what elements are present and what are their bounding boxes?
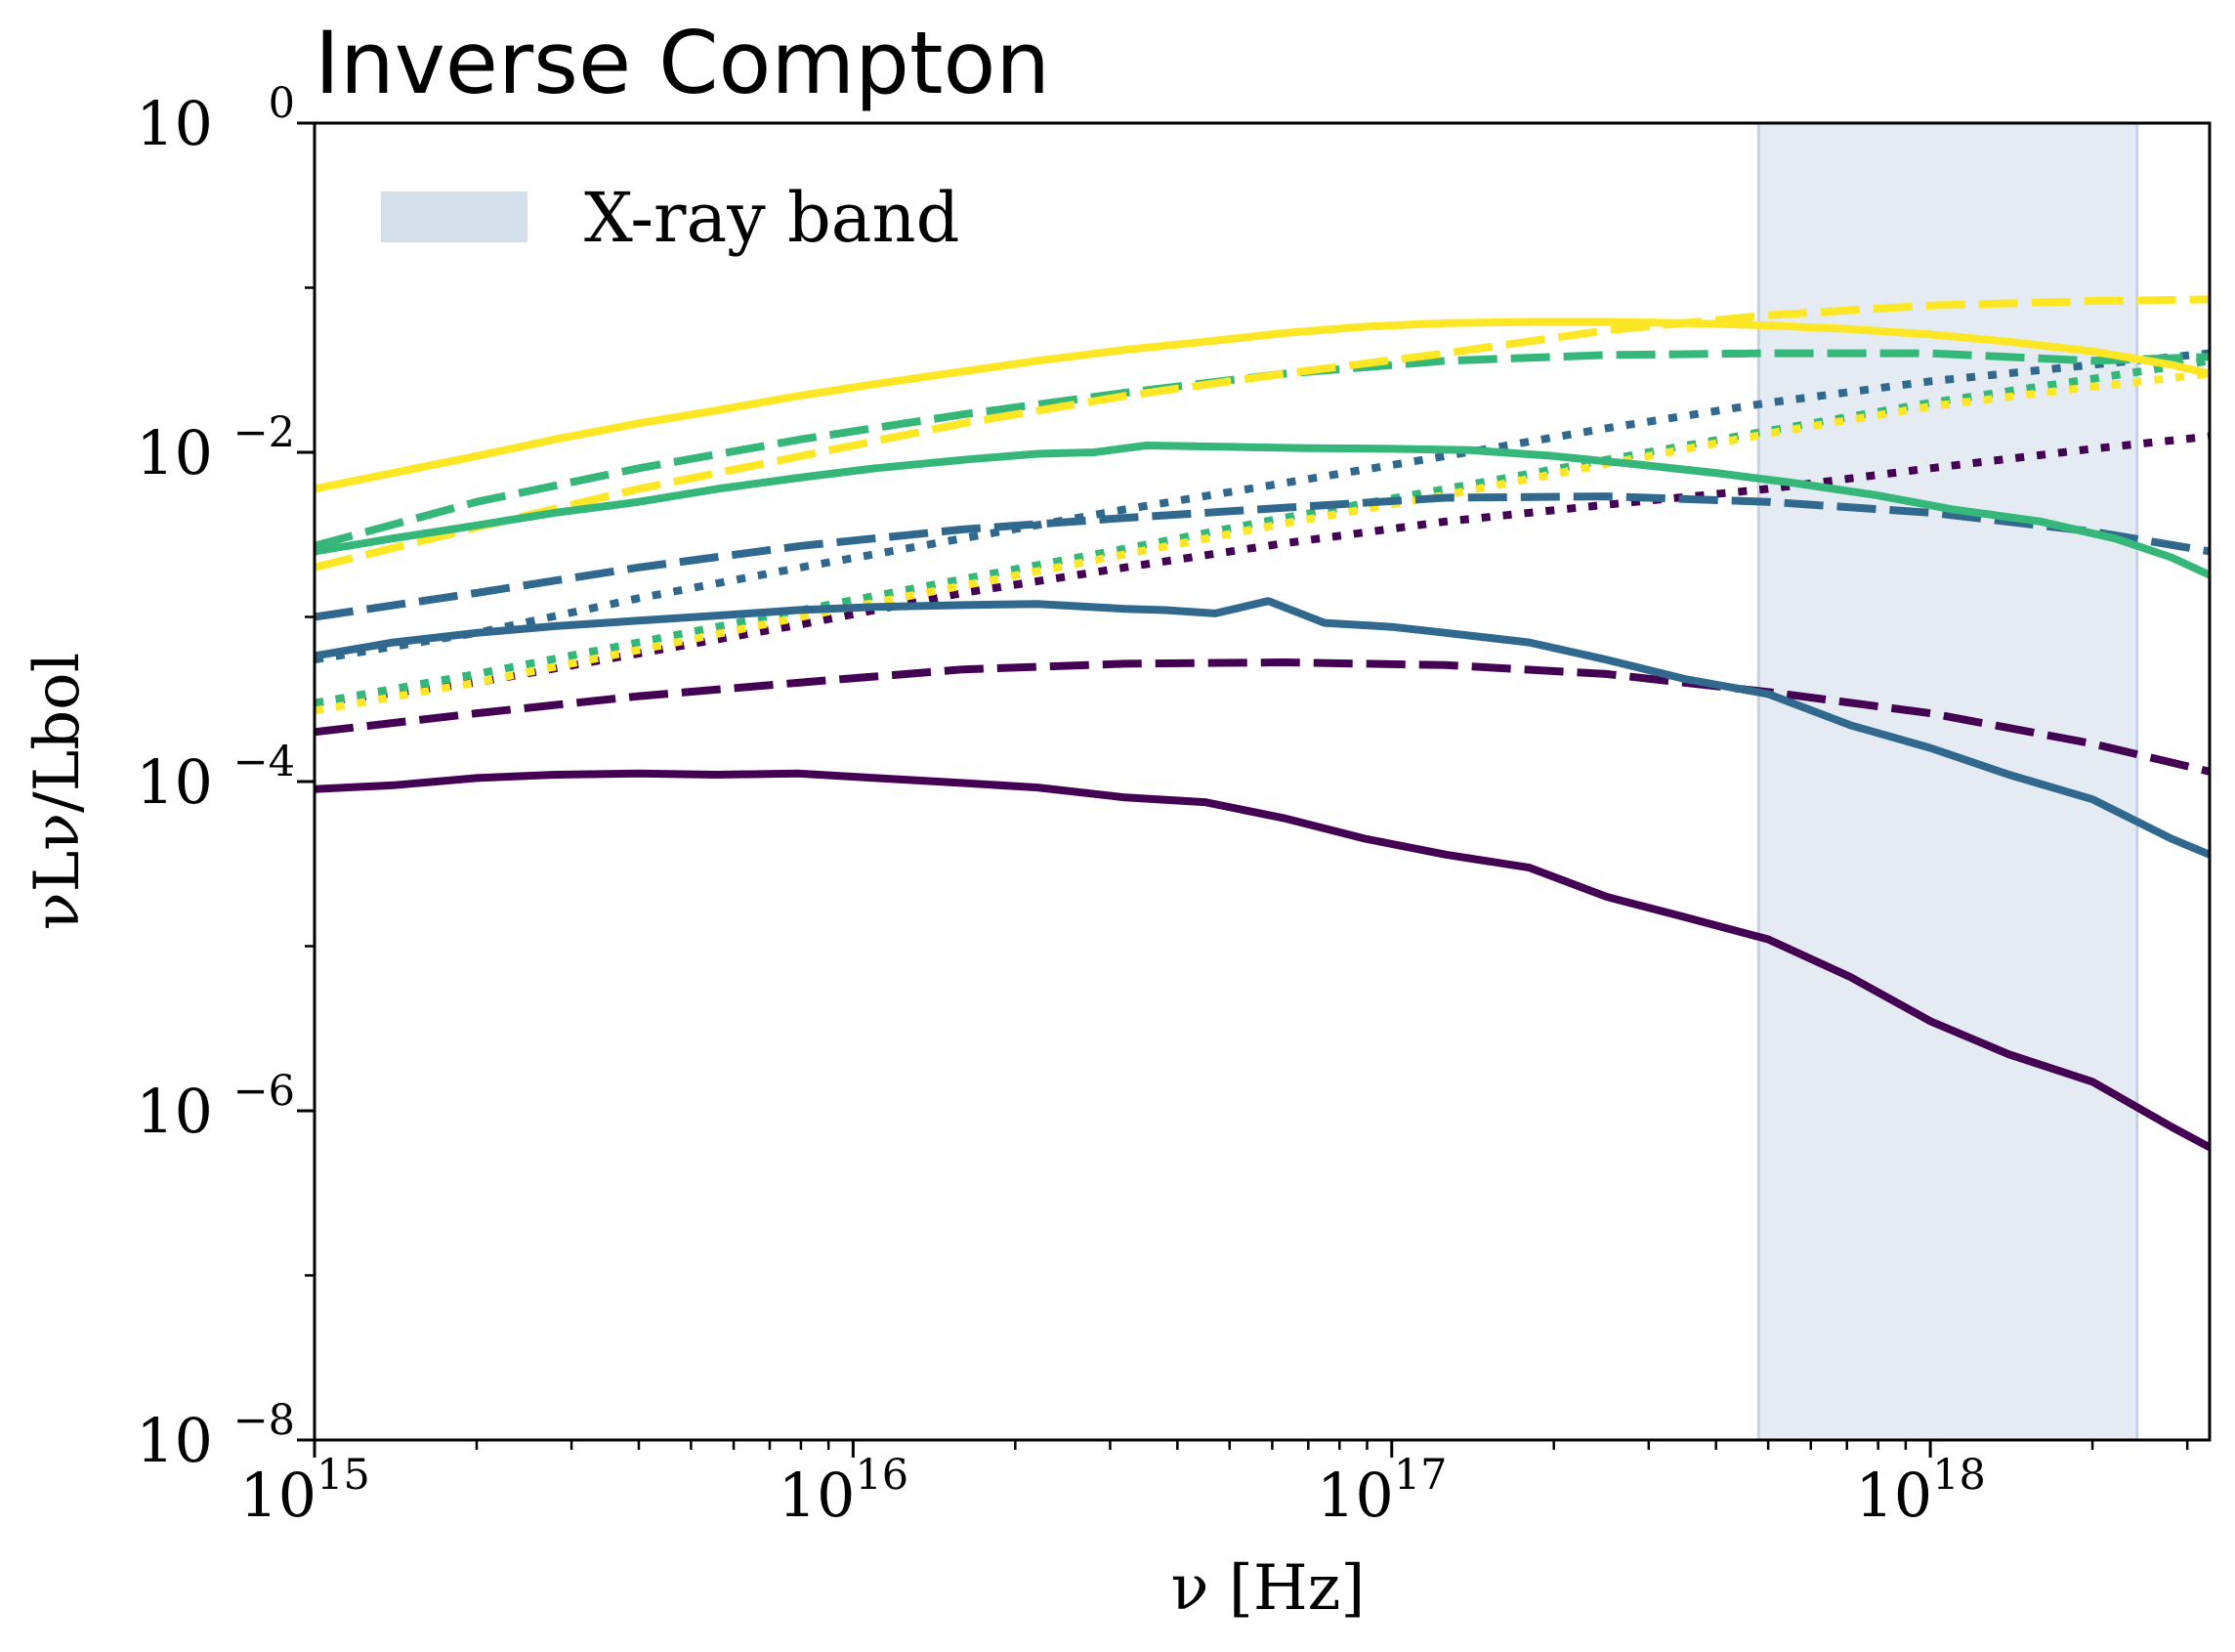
x-ray-band xyxy=(1756,121,2139,1442)
legend-swatch-x-ray-band xyxy=(381,191,527,242)
series-blue-solid xyxy=(315,597,2210,859)
series-purple-dashed xyxy=(315,658,2210,776)
series-green-dashed xyxy=(315,349,2210,550)
series-yellow-dotted xyxy=(315,369,2210,715)
series-purple-solid xyxy=(315,769,2210,1151)
x-axis-label: ν [Hz] xyxy=(1171,1552,1366,1625)
series-green-dotted xyxy=(315,357,2210,707)
series-blue-dotted xyxy=(315,349,2210,664)
series-green-solid xyxy=(315,442,2210,579)
series-yellow-solid xyxy=(315,318,2210,493)
legend-label-x-ray-band: X-ray band xyxy=(584,178,959,258)
chart-title: Inverse Compton xyxy=(315,13,1050,113)
y-axis-label: νLν/Lbol xyxy=(21,653,94,930)
series-yellow-dashed xyxy=(315,295,2210,572)
series-blue-dashed xyxy=(315,492,2210,621)
